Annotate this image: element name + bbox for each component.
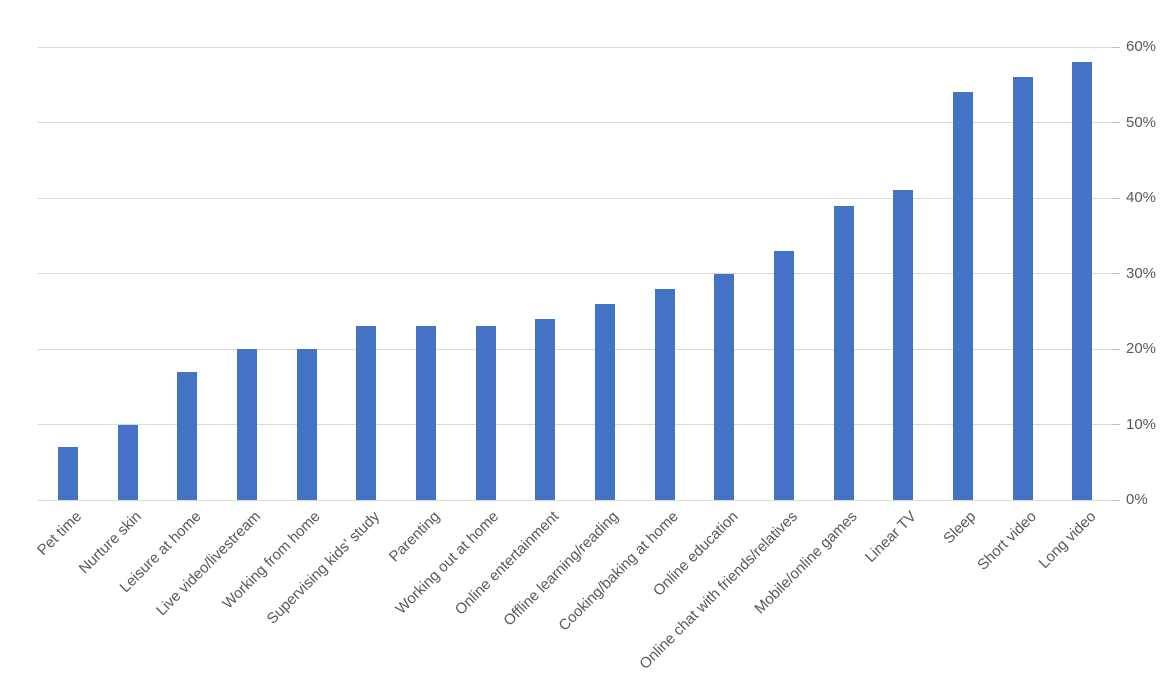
x-axis-category-label: Short video	[973, 508, 1040, 574]
y-axis-tick-label: 50%	[1126, 113, 1157, 131]
gridline	[38, 348, 1112, 350]
x-axis-category-label: Online entertainment	[451, 508, 563, 619]
y-axis-tick	[1112, 499, 1120, 501]
y-axis-tick-label: 0%	[1126, 491, 1148, 508]
y-axis-tick	[1112, 424, 1120, 425]
y-axis-tick-label: 20%	[1126, 340, 1157, 357]
bar-13	[833, 205, 854, 500]
y-axis-tick	[1112, 348, 1120, 350]
y-axis-tick-label: 10%	[1126, 415, 1157, 433]
bar-14	[893, 190, 914, 500]
x-axis-category-label: Long video	[1035, 508, 1100, 572]
x-axis-category-label: Working out at home	[392, 508, 503, 618]
bar-12	[773, 250, 794, 500]
bar-16	[1012, 77, 1033, 500]
x-axis-category-label: Sleep	[940, 508, 980, 548]
x-axis-category-label: Pet time	[33, 508, 85, 559]
gridline	[38, 122, 1112, 123]
bar-6	[415, 326, 436, 500]
bar-1	[117, 424, 138, 500]
x-axis-category-label: Cooking/baking at home	[555, 508, 682, 635]
x-axis-category-label: Linear TV	[862, 508, 921, 566]
bar-0	[57, 447, 78, 500]
gridline	[38, 46, 1112, 48]
bar-10	[654, 288, 675, 500]
bar-11	[714, 273, 735, 500]
y-axis-tick	[1112, 122, 1120, 123]
bar-17	[1072, 62, 1093, 500]
y-axis-tick-label: 30%	[1126, 264, 1157, 282]
x-axis-category-label: Supervising kids' study	[263, 508, 384, 628]
gridline	[38, 273, 1112, 274]
bar-8	[535, 318, 556, 500]
gridline	[38, 197, 1112, 199]
y-axis-tick-label: 40%	[1126, 189, 1157, 206]
bar-3	[236, 349, 257, 500]
bar-2	[177, 371, 198, 500]
bar-5	[356, 326, 377, 500]
gridline	[38, 499, 1112, 501]
x-axis-category-label: Live video/livestream	[152, 508, 264, 620]
y-axis-tick	[1112, 46, 1120, 48]
bar-9	[594, 303, 615, 500]
y-axis-tick	[1112, 197, 1120, 199]
x-axis-category-label: Mobile/online games	[751, 508, 861, 618]
y-axis-tick-label: 60%	[1126, 38, 1157, 55]
bar-4	[296, 349, 317, 500]
y-axis-tick	[1112, 273, 1120, 274]
bar-7	[475, 326, 496, 500]
x-axis-category-label: Parenting	[385, 508, 443, 566]
x-axis-category-label: Offline learning/reading	[500, 508, 622, 630]
bar-15	[952, 92, 973, 500]
gridline	[38, 424, 1112, 425]
